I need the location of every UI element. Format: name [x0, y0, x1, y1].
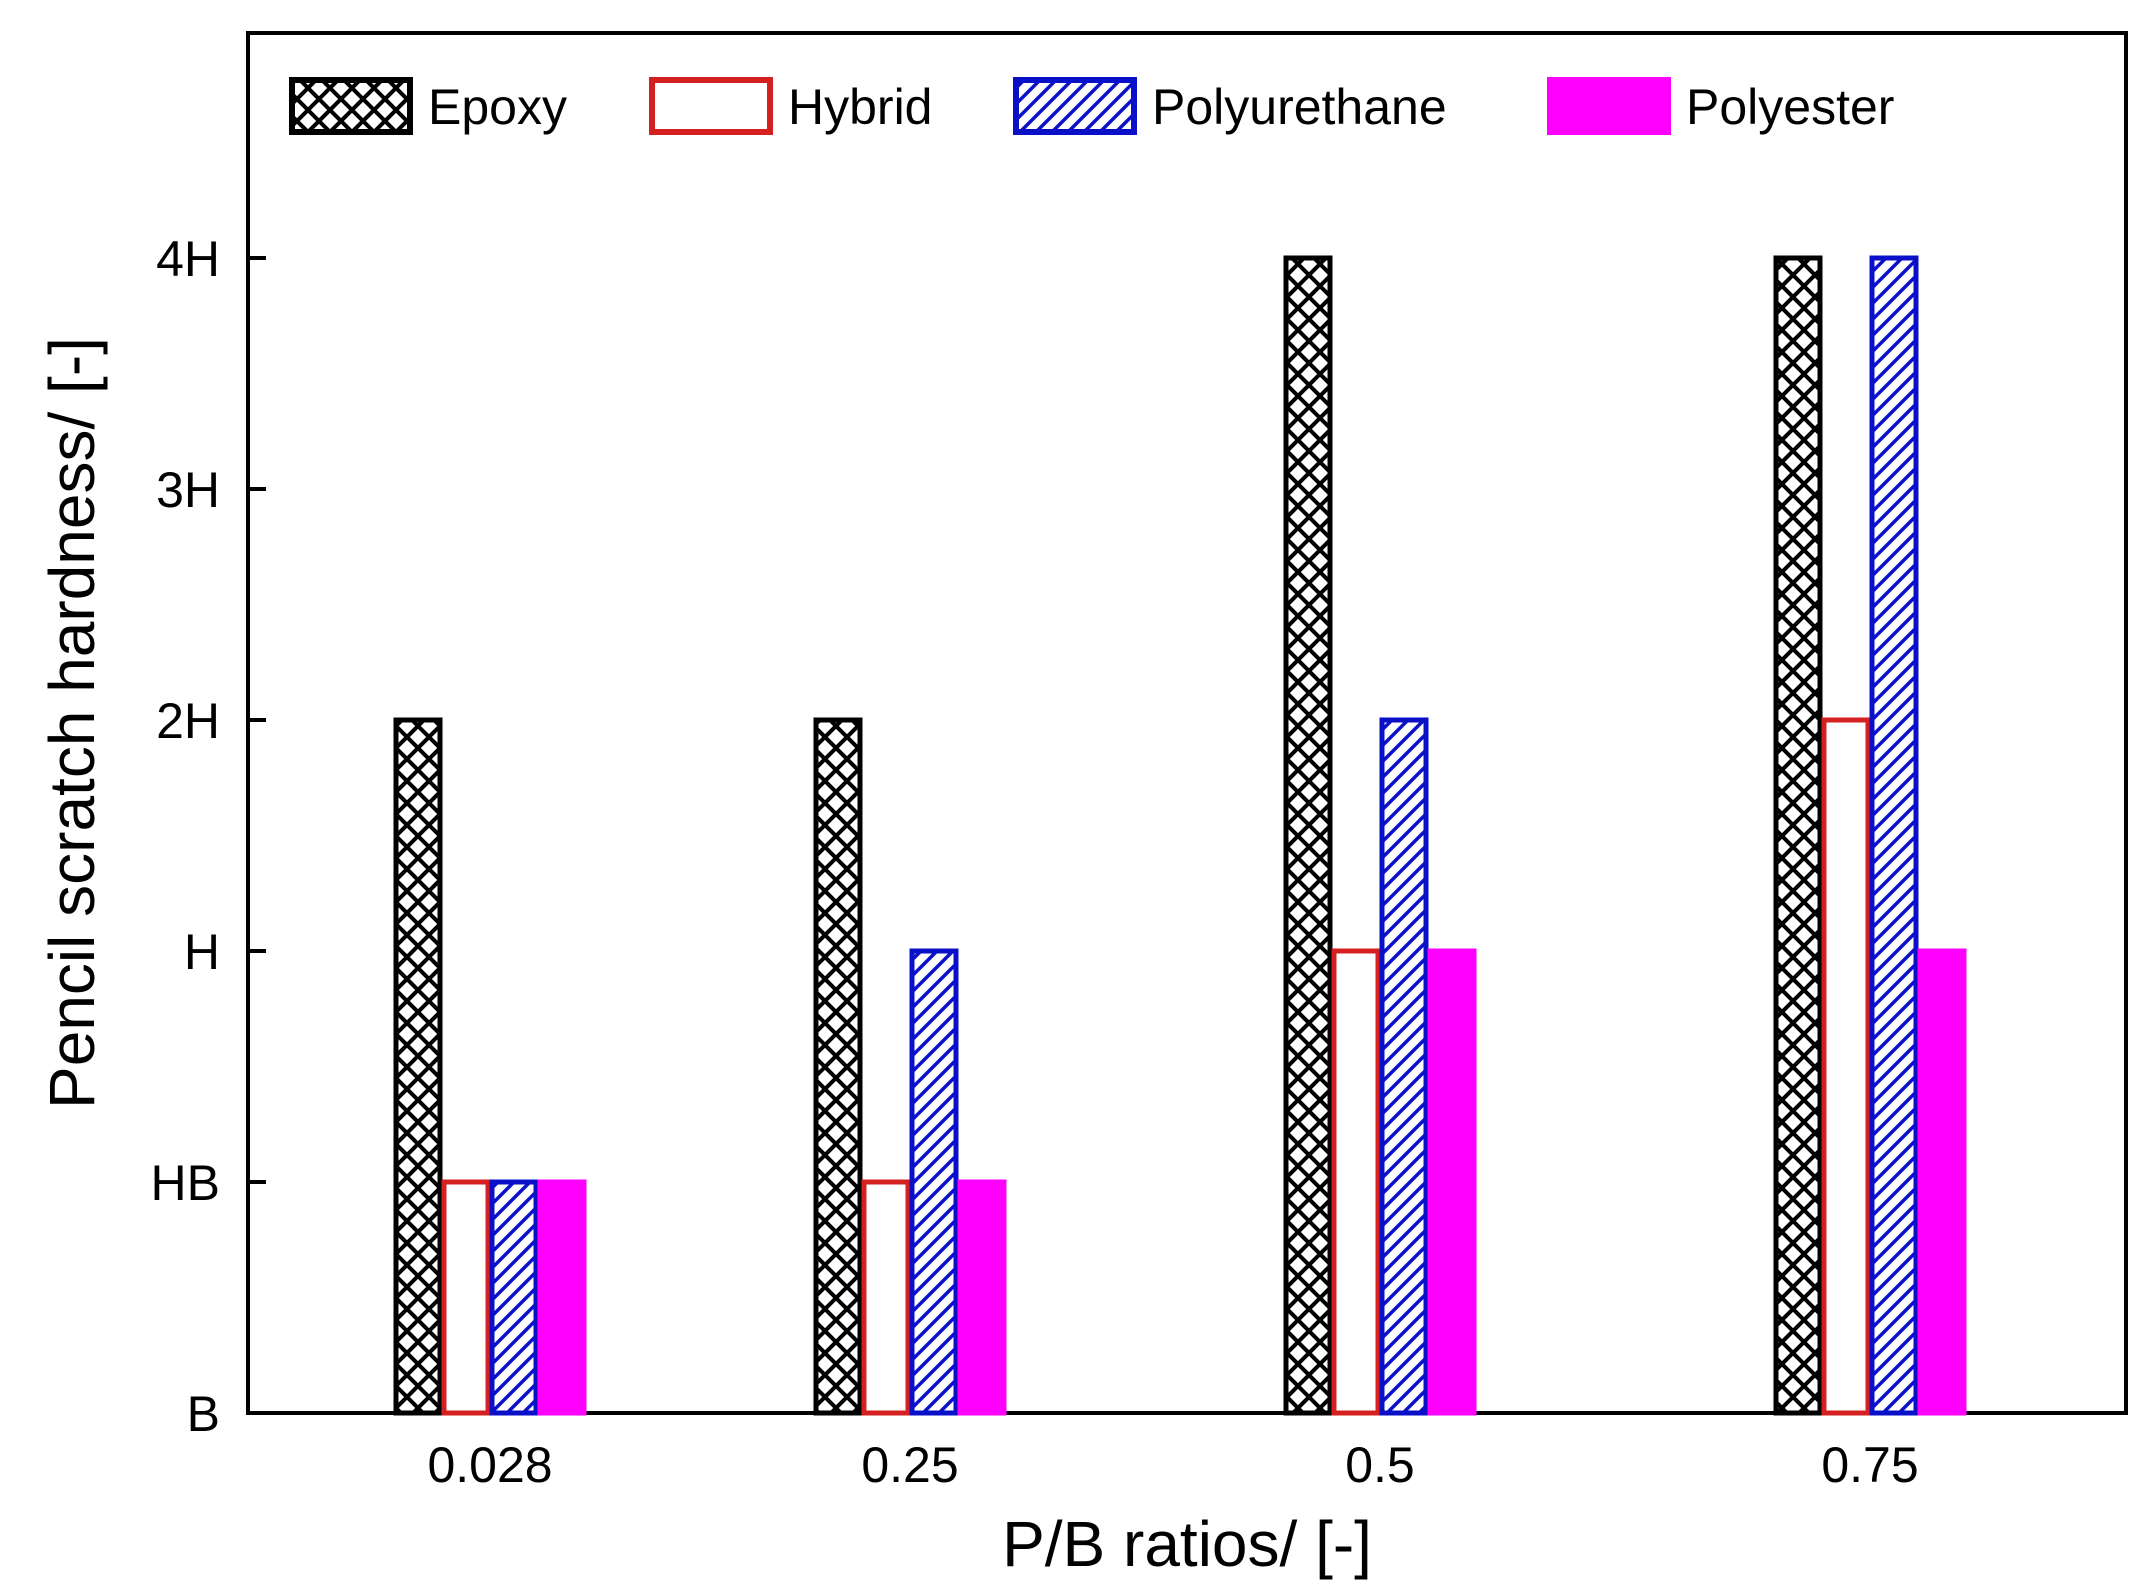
- y-tick-label: 4H: [156, 231, 220, 287]
- y-tick-label: 3H: [156, 462, 220, 518]
- bar-polyester-0.75: [1917, 948, 1967, 1416]
- bar-polyurethane-0.028: [489, 1179, 539, 1416]
- legend: Epoxy Hybrid Polyurethane Polyester: [289, 77, 1894, 135]
- bar-polyurethane-0.5: [1379, 717, 1429, 1416]
- x-tick-label: 0.5: [1345, 1437, 1415, 1493]
- bar-polyester-0.5: [1427, 948, 1477, 1416]
- bar-hybrid-0.25: [861, 1179, 911, 1416]
- bar-epoxy-0.028: [393, 717, 443, 1416]
- legend-label-polyurethane: Polyurethane: [1152, 79, 1447, 135]
- y-tick-label: H: [184, 924, 220, 980]
- bar-hybrid-0.75: [1821, 717, 1871, 1416]
- bar-hybrid-0.028: [441, 1179, 491, 1416]
- legend-label-hybrid: Hybrid: [788, 79, 932, 135]
- bar-polyester-0.25: [957, 1179, 1007, 1416]
- x-tick-label: 0.25: [861, 1437, 958, 1493]
- y-axis-title: Pencil scratch hardness/ [-]: [36, 337, 108, 1109]
- bar-polyester-0.028: [537, 1179, 587, 1416]
- legend-swatch-polyurethane: [1013, 77, 1137, 135]
- legend-swatch-polyester: [1547, 77, 1671, 135]
- y-tick-label: HB: [151, 1155, 220, 1211]
- legend-label-polyester: Polyester: [1686, 79, 1894, 135]
- x-tick-label: 0.75: [1821, 1437, 1918, 1493]
- bar-epoxy-0.75: [1773, 255, 1823, 1416]
- legend-label-epoxy: Epoxy: [428, 79, 567, 135]
- bar-epoxy-0.25: [813, 717, 863, 1416]
- bar-hybrid-0.5: [1331, 948, 1381, 1416]
- y-axis: B HB H 2H 3H 4H: [151, 231, 266, 1442]
- legend-swatch-hybrid: [649, 77, 773, 135]
- x-axis: 0.028 0.25 0.5 0.75: [427, 1437, 1918, 1493]
- y-tick-label: 2H: [156, 693, 220, 749]
- bar-epoxy-0.5: [1283, 255, 1333, 1416]
- y-tick-label: B: [187, 1386, 220, 1442]
- bar-polyurethane-0.25: [909, 948, 959, 1416]
- x-axis-title: P/B ratios/ [-]: [1002, 1508, 1372, 1580]
- legend-swatch-epoxy: [289, 77, 413, 135]
- bars-layer: [393, 255, 1967, 1416]
- plot-area-frame: [246, 31, 2128, 1415]
- bar-polyurethane-0.75: [1869, 255, 1919, 1416]
- x-tick-label: 0.028: [427, 1437, 552, 1493]
